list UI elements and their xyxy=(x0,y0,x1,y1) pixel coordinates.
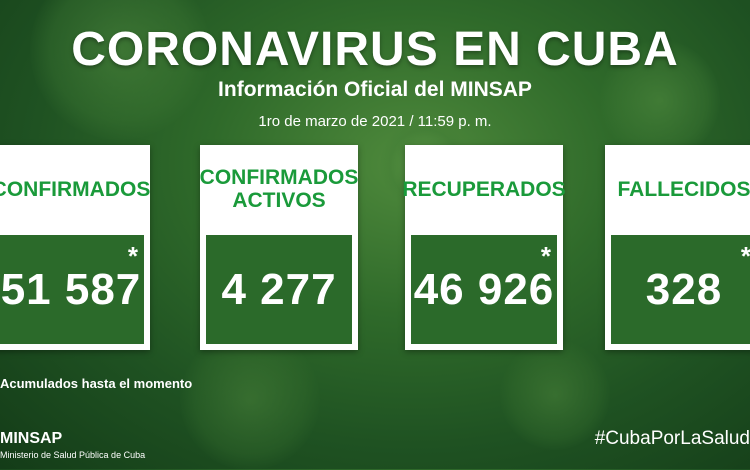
card-label: RECUPERADOS xyxy=(402,177,566,201)
page-subtitle: Información Oficial del MINSAP xyxy=(218,78,532,101)
card-label: CONFIRMADOS ACTIVOS xyxy=(199,166,359,212)
hashtag: #CubaPorLaSalud xyxy=(594,428,750,449)
minsap-logo: MINSAP xyxy=(0,430,63,447)
card-value-box: 46 926 * xyxy=(411,235,557,344)
card-value-box: 51 587 * xyxy=(0,235,144,344)
card-value-box: 4 277 xyxy=(206,235,352,344)
card-recuperados: RECUPERADOS 46 926 * xyxy=(402,145,566,350)
asterisk-mark: * xyxy=(127,241,138,271)
virus-decoration xyxy=(30,0,210,140)
asterisk-mark: * xyxy=(540,241,551,271)
virus-decoration xyxy=(500,340,610,450)
card-value: 328 xyxy=(645,264,723,314)
asterisk-mark: * xyxy=(740,241,750,271)
card-value: 51 587 xyxy=(0,264,142,314)
card-value: 4 277 xyxy=(221,264,337,314)
virus-decoration xyxy=(180,330,320,470)
minsap-logo-subtitle: Ministerio de Salud Pública de Cuba xyxy=(0,450,146,460)
card-fallecidos: FALLECIDOS 328 * xyxy=(605,145,750,350)
card-label: FALLECIDOS xyxy=(617,177,750,201)
card-value: 46 926 xyxy=(413,264,555,314)
virus-decoration xyxy=(600,40,720,160)
footnote: Acumulados hasta el momento xyxy=(0,376,193,391)
page-title: CORONAVIRUS EN CUBA xyxy=(71,23,679,76)
card-value-box: 328 * xyxy=(611,235,750,344)
card-label: CONFIRMADOS xyxy=(0,177,151,201)
report-date: 1ro de marzo de 2021 / 11:59 p. m. xyxy=(258,113,492,130)
card-confirmados-activos: CONFIRMADOS ACTIVOS 4 277 xyxy=(200,145,358,350)
card-confirmados: CONFIRMADOS 51 587 * xyxy=(0,145,150,350)
